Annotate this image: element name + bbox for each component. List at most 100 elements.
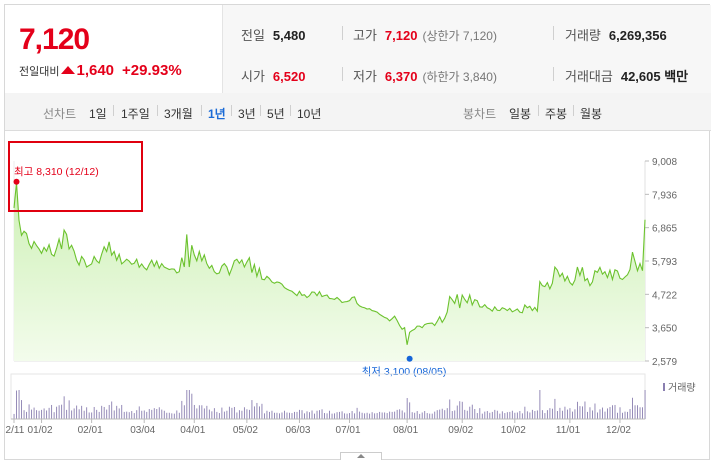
- volume-bar: [394, 411, 396, 419]
- volume-bar: [314, 413, 315, 419]
- volume-bar: [594, 403, 596, 419]
- volume-bar: [644, 390, 646, 419]
- volume-bar: [261, 403, 263, 419]
- volume-bar: [544, 413, 546, 419]
- volume-bar: [21, 400, 23, 419]
- period-1y[interactable]: 1년: [208, 107, 226, 121]
- period-3m[interactable]: 3개월: [164, 107, 193, 121]
- volume-bar: [541, 410, 543, 419]
- volume-bar: [564, 406, 566, 419]
- period-3y[interactable]: 3년: [238, 107, 256, 121]
- volume-bar: [296, 411, 298, 419]
- divider: [553, 26, 554, 40]
- volume-bar: [123, 411, 125, 419]
- period-5y[interactable]: 5년: [267, 107, 285, 121]
- volume-bar: [584, 401, 586, 419]
- volume-bar: [103, 406, 105, 419]
- volume-panel: 거래량: [10, 373, 696, 420]
- volume-bar: [416, 411, 418, 419]
- period-toolbar: 선차트 1일 1주일 3개월 1년 3년 5년 10년 봉차트 일봉 주봉 월봉: [5, 93, 711, 131]
- volume-bar: [276, 412, 278, 419]
- volume-bar: [198, 405, 200, 419]
- volume-bar: [201, 405, 203, 419]
- x-tick-label: 12/02: [606, 425, 631, 436]
- divider: [573, 105, 574, 116]
- extreme-markers: 최고 8,310 (12/12) 최저 3,100 (08/05): [13, 166, 446, 378]
- volume-bar: [56, 406, 58, 419]
- expand-toggle[interactable]: [340, 452, 382, 460]
- volume-bar: [474, 409, 476, 419]
- volume-bar: [491, 411, 493, 419]
- low-value: 6,370: [384, 69, 418, 84]
- volume-bar: [501, 411, 503, 419]
- volume-bar: [269, 411, 270, 419]
- volume-bar: [116, 405, 118, 419]
- volume-bar: [642, 407, 643, 419]
- volume-bar: [374, 413, 376, 419]
- low-label: 저가: [353, 69, 377, 84]
- highlight-box: [8, 141, 143, 212]
- volume-bar: [607, 408, 608, 419]
- volume-bar: [396, 409, 398, 419]
- volume-bar: [354, 413, 356, 419]
- volume-bar: [163, 410, 165, 419]
- volume-bar: [111, 401, 113, 419]
- upper-limit: (상한가 7,120): [422, 29, 497, 43]
- volume-bar: [624, 411, 626, 419]
- high-annotation: 최고 8,310 (12/12): [14, 166, 99, 178]
- volume-bar: [113, 410, 115, 419]
- period-1w[interactable]: 1주일: [121, 107, 150, 121]
- x-tick-label: 09/02: [448, 425, 473, 436]
- volume-bar: [324, 413, 325, 419]
- x-tick-label: 08/01: [393, 425, 418, 436]
- volume-bar: [582, 406, 583, 419]
- volume-bar: [629, 409, 631, 419]
- volume-bar: [399, 409, 401, 419]
- volume-bar: [274, 412, 275, 419]
- volume-bar: [223, 411, 225, 419]
- volume-bar: [186, 390, 188, 419]
- volume-bar: [98, 411, 100, 419]
- volume-bar: [173, 413, 175, 419]
- candle-weekly[interactable]: 주봉: [545, 107, 568, 121]
- volume-bar: [379, 411, 381, 419]
- volume-bar: [76, 405, 78, 419]
- volume-bar: [634, 405, 636, 419]
- volume-bar: [627, 411, 628, 419]
- x-tick-label: 11/01: [556, 425, 581, 436]
- volume-bar: [156, 409, 158, 419]
- candle-daily[interactable]: 일봉: [509, 107, 532, 121]
- volume-bar: [484, 411, 486, 419]
- period-1d[interactable]: 1일: [89, 107, 107, 121]
- volume-bar: [404, 412, 406, 419]
- change-percent: +29.93%: [122, 62, 182, 79]
- volume-bar: [551, 408, 553, 419]
- volume-bar: [406, 398, 408, 419]
- volume-bar: [13, 413, 15, 419]
- volume-bar: [451, 411, 453, 419]
- volume-bar: [18, 390, 20, 419]
- volume-bar: [183, 405, 185, 419]
- volume-bar: [559, 407, 561, 419]
- volume-bar: [617, 412, 618, 419]
- volume-bar: [434, 411, 436, 419]
- volume-bar: [196, 408, 198, 419]
- period-10y[interactable]: 10년: [297, 107, 322, 121]
- volume-bar: [43, 408, 45, 419]
- candle-monthly[interactable]: 월봉: [580, 107, 603, 121]
- volume-bar: [612, 405, 613, 419]
- prev-close-value: 5,480: [272, 28, 306, 43]
- volume-bar: [351, 411, 353, 419]
- volume-bar: [496, 410, 498, 419]
- volume-legend: 거래량: [668, 382, 696, 394]
- volume-bar: [456, 405, 458, 419]
- volume-bar: [411, 412, 413, 419]
- volume-bar: [86, 407, 88, 419]
- volume-bar: [136, 410, 138, 419]
- volume-bar: [489, 412, 491, 419]
- volume-bar: [479, 408, 481, 419]
- volume-bar: [266, 410, 268, 419]
- volume-bar: [241, 410, 243, 419]
- volume-bar: [622, 412, 623, 419]
- volume-bar: [539, 390, 541, 419]
